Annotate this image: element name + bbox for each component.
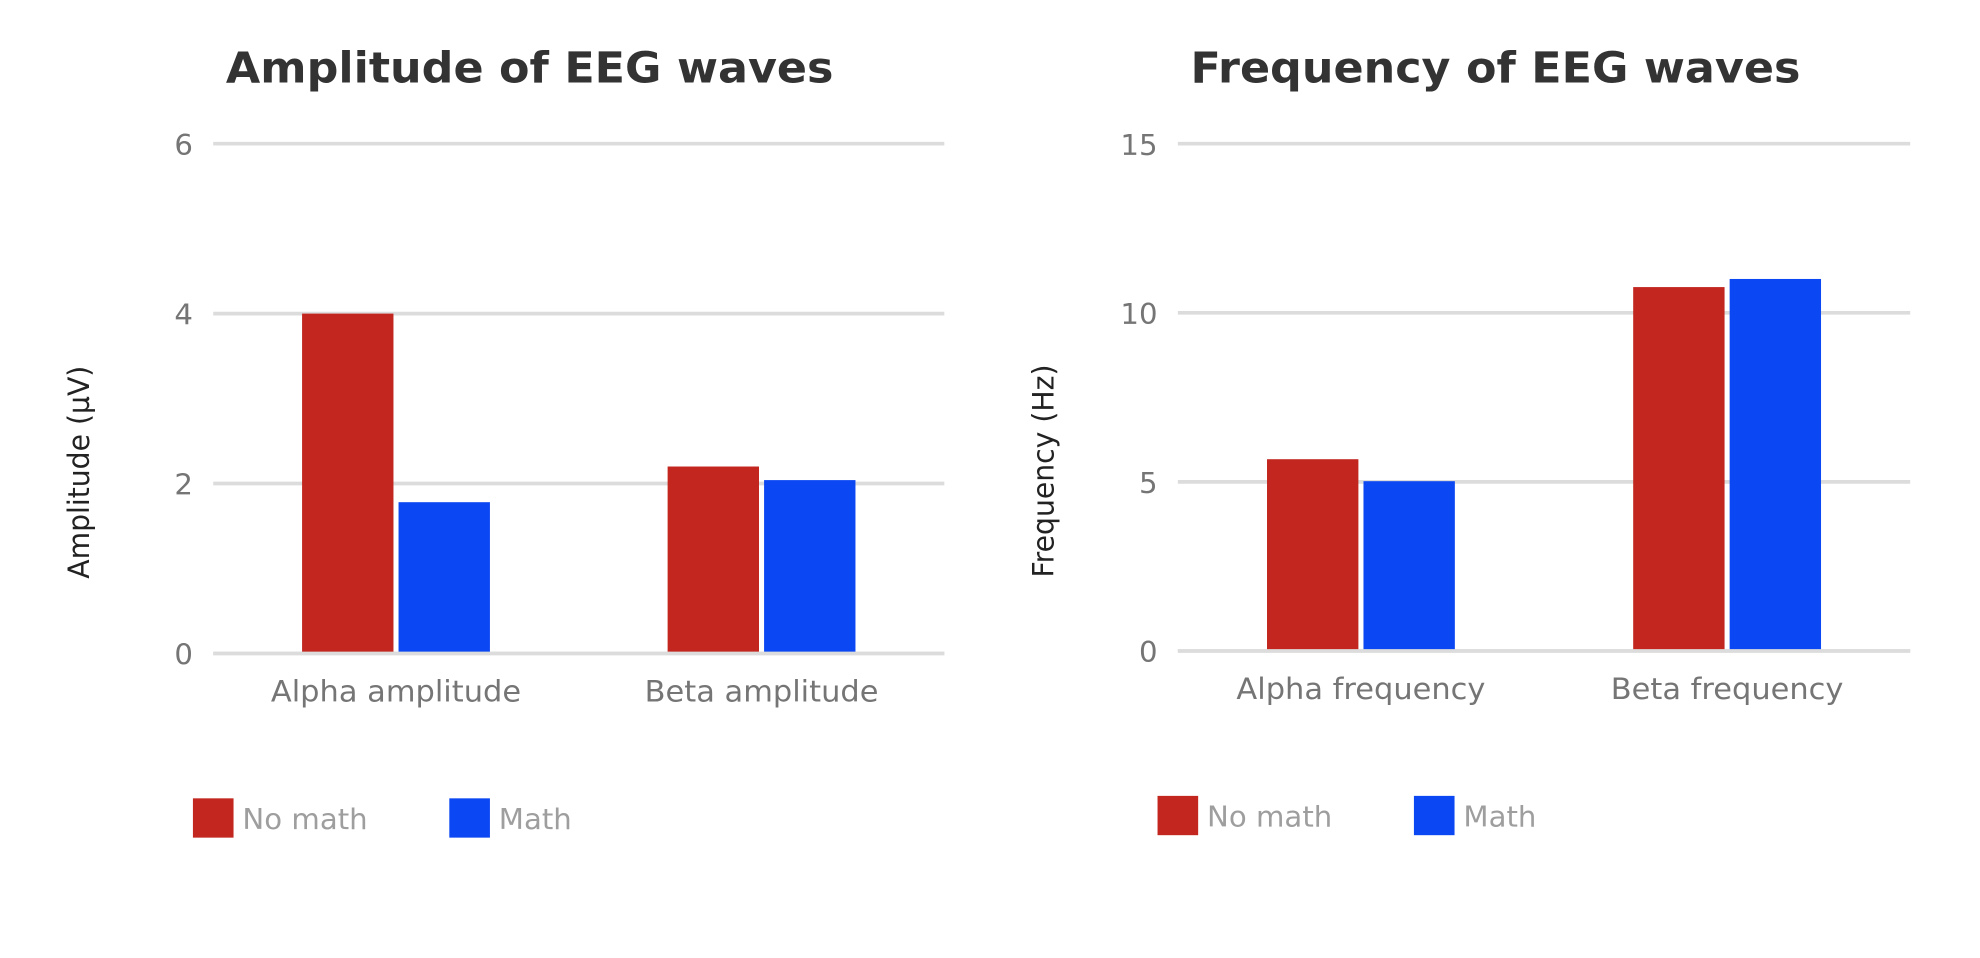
chart-title: Amplitude of EEG waves [226, 43, 834, 93]
chart-title: Frequency of EEG waves [1191, 43, 1801, 93]
x-category-label: Alpha amplitude [271, 675, 521, 709]
bar-no-math-1 [667, 466, 759, 654]
y-tick-label: 5 [1139, 466, 1158, 499]
legend-swatch [192, 798, 234, 838]
legend-label: No math [242, 802, 367, 835]
y-tick-label: 6 [174, 128, 193, 161]
y-axis-label: Amplitude (µV) [61, 366, 96, 579]
legend-label: Math [499, 802, 572, 835]
y-tick-label: 2 [174, 468, 193, 501]
legend-label: No math [1207, 800, 1332, 833]
y-tick-label: 0 [174, 638, 193, 671]
bar-math-1 [1729, 278, 1822, 651]
bar-math-1 [764, 480, 856, 654]
chart-0: Amplitude of EEG waves 0 2 4 6 Amplitude (µV)… [61, 43, 945, 838]
legend-label: Math [1463, 800, 1536, 833]
chart-1: Frequency of EEG waves 0 5 10 15 Frequency (H… [1026, 43, 1911, 836]
bar-math-0 [398, 502, 490, 654]
y-tick-label: 15 [1120, 128, 1157, 161]
y-tick-label: 10 [1120, 297, 1157, 330]
legend-swatch [449, 798, 490, 838]
x-category-label: Beta frequency [1611, 672, 1844, 706]
legend-swatch [1157, 795, 1199, 836]
bar-no-math-0 [1267, 459, 1359, 651]
bar-no-math-1 [1633, 287, 1725, 651]
y-tick-label: 4 [174, 298, 193, 331]
x-category-label: Beta amplitude [645, 675, 879, 709]
y-tick-label: 0 [1139, 635, 1158, 668]
bar-math-0 [1363, 481, 1455, 651]
bar-no-math-0 [302, 313, 394, 654]
y-axis-label: Frequency (Hz) [1026, 365, 1061, 578]
x-category-label: Alpha frequency [1236, 672, 1485, 706]
legend-swatch [1413, 795, 1455, 836]
